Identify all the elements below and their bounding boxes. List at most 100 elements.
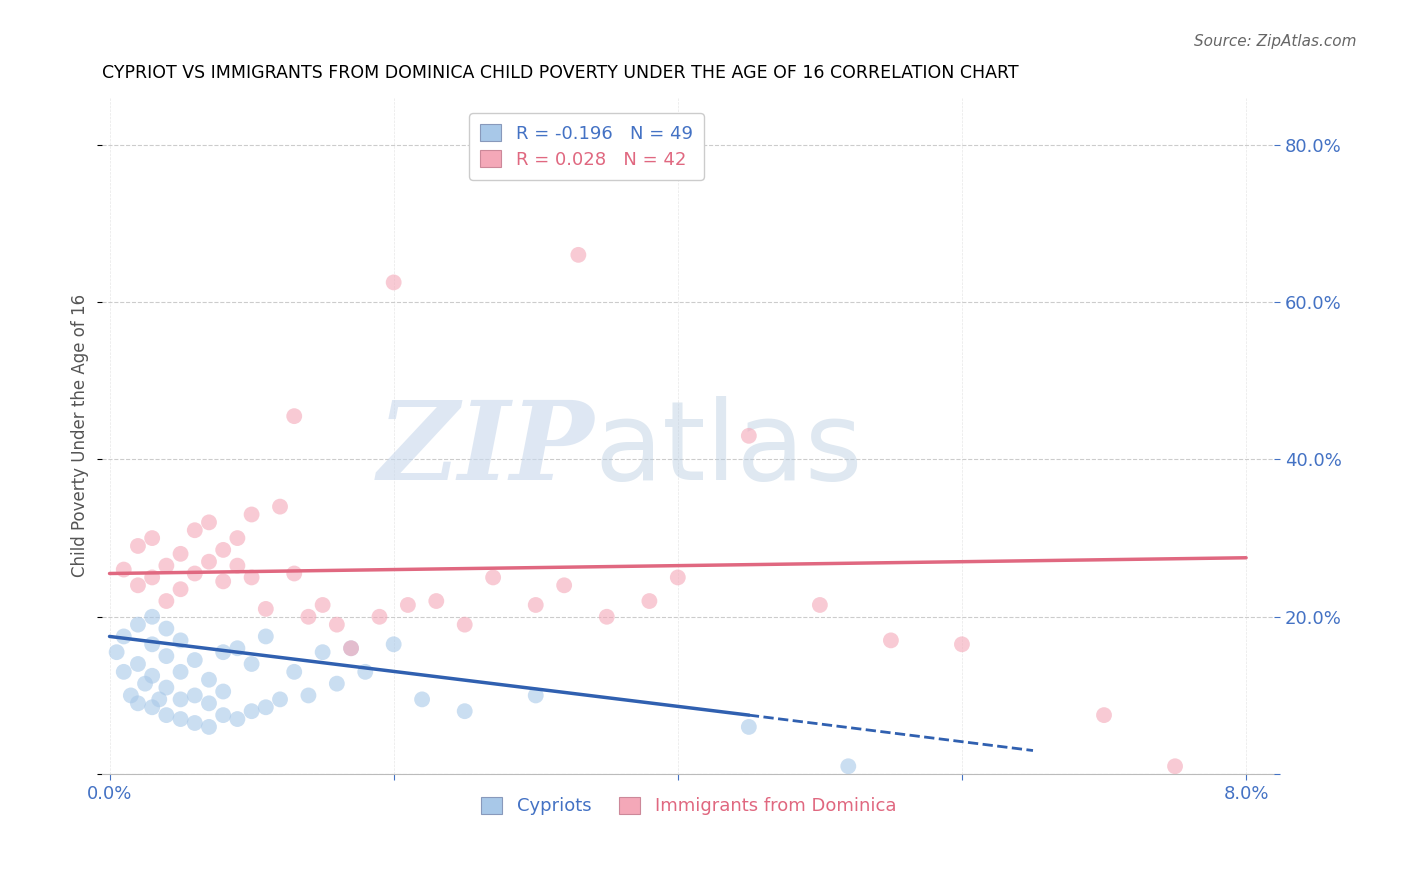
Point bbox=[311, 645, 333, 659]
Point bbox=[141, 609, 163, 624]
Point bbox=[880, 633, 903, 648]
Point bbox=[127, 617, 149, 632]
Point bbox=[169, 633, 191, 648]
Point bbox=[240, 704, 263, 718]
Point bbox=[340, 641, 363, 656]
Point bbox=[198, 555, 221, 569]
Point bbox=[184, 653, 207, 667]
Point bbox=[169, 582, 191, 597]
Legend: Cypriots, Immigrants from Dominica: Cypriots, Immigrants from Dominica bbox=[474, 789, 904, 822]
Point bbox=[155, 681, 177, 695]
Point bbox=[155, 649, 177, 664]
Point bbox=[127, 657, 149, 671]
Point bbox=[120, 689, 142, 703]
Point bbox=[269, 500, 291, 514]
Point bbox=[396, 598, 419, 612]
Point bbox=[184, 716, 207, 731]
Point bbox=[553, 578, 575, 592]
Point bbox=[1092, 708, 1115, 723]
Point bbox=[240, 570, 263, 584]
Point bbox=[141, 570, 163, 584]
Point bbox=[198, 673, 221, 687]
Text: ZIP: ZIP bbox=[378, 395, 595, 503]
Point bbox=[808, 598, 831, 612]
Point bbox=[226, 712, 249, 726]
Point bbox=[212, 708, 235, 723]
Point bbox=[127, 696, 149, 710]
Point bbox=[226, 641, 249, 656]
Point bbox=[155, 594, 177, 608]
Point bbox=[738, 720, 761, 734]
Point bbox=[141, 669, 163, 683]
Point bbox=[155, 558, 177, 573]
Point bbox=[112, 563, 135, 577]
Text: Source: ZipAtlas.com: Source: ZipAtlas.com bbox=[1194, 34, 1357, 49]
Point bbox=[368, 609, 391, 624]
Point bbox=[254, 602, 277, 616]
Text: atlas: atlas bbox=[595, 396, 863, 503]
Point bbox=[112, 665, 135, 679]
Point bbox=[666, 570, 689, 584]
Point bbox=[524, 598, 547, 612]
Point bbox=[169, 547, 191, 561]
Point bbox=[212, 542, 235, 557]
Point bbox=[226, 558, 249, 573]
Point bbox=[212, 684, 235, 698]
Point bbox=[596, 609, 619, 624]
Point bbox=[382, 276, 405, 290]
Point bbox=[297, 609, 319, 624]
Point bbox=[169, 712, 191, 726]
Point bbox=[425, 594, 447, 608]
Point bbox=[454, 617, 477, 632]
Point bbox=[524, 689, 547, 703]
Point bbox=[482, 570, 505, 584]
Point bbox=[283, 665, 305, 679]
Point bbox=[134, 676, 156, 690]
Point bbox=[198, 720, 221, 734]
Point bbox=[326, 676, 349, 690]
Point bbox=[198, 516, 221, 530]
Point bbox=[184, 566, 207, 581]
Point bbox=[283, 409, 305, 424]
Point bbox=[1164, 759, 1187, 773]
Point bbox=[141, 531, 163, 545]
Point bbox=[254, 629, 277, 643]
Point bbox=[169, 665, 191, 679]
Point bbox=[354, 665, 377, 679]
Point bbox=[226, 531, 249, 545]
Point bbox=[567, 248, 589, 262]
Point bbox=[184, 689, 207, 703]
Point bbox=[112, 629, 135, 643]
Point bbox=[326, 617, 349, 632]
Point bbox=[105, 645, 128, 659]
Point bbox=[382, 637, 405, 651]
Point bbox=[141, 700, 163, 714]
Point bbox=[311, 598, 333, 612]
Point bbox=[240, 508, 263, 522]
Point bbox=[155, 622, 177, 636]
Point bbox=[738, 429, 761, 443]
Point bbox=[340, 641, 363, 656]
Text: CYPRIOT VS IMMIGRANTS FROM DOMINICA CHILD POVERTY UNDER THE AGE OF 16 CORRELATIO: CYPRIOT VS IMMIGRANTS FROM DOMINICA CHIL… bbox=[103, 64, 1019, 82]
Point bbox=[240, 657, 263, 671]
Point bbox=[837, 759, 859, 773]
Point bbox=[155, 708, 177, 723]
Point bbox=[127, 578, 149, 592]
Point bbox=[283, 566, 305, 581]
Point bbox=[212, 645, 235, 659]
Point bbox=[141, 637, 163, 651]
Point bbox=[638, 594, 661, 608]
Y-axis label: Child Poverty Under the Age of 16: Child Poverty Under the Age of 16 bbox=[72, 294, 89, 577]
Point bbox=[148, 692, 170, 706]
Point bbox=[411, 692, 433, 706]
Point bbox=[269, 692, 291, 706]
Point bbox=[184, 523, 207, 537]
Point bbox=[454, 704, 477, 718]
Point bbox=[212, 574, 235, 589]
Point bbox=[198, 696, 221, 710]
Point bbox=[254, 700, 277, 714]
Point bbox=[950, 637, 973, 651]
Point bbox=[169, 692, 191, 706]
Point bbox=[127, 539, 149, 553]
Point bbox=[297, 689, 319, 703]
